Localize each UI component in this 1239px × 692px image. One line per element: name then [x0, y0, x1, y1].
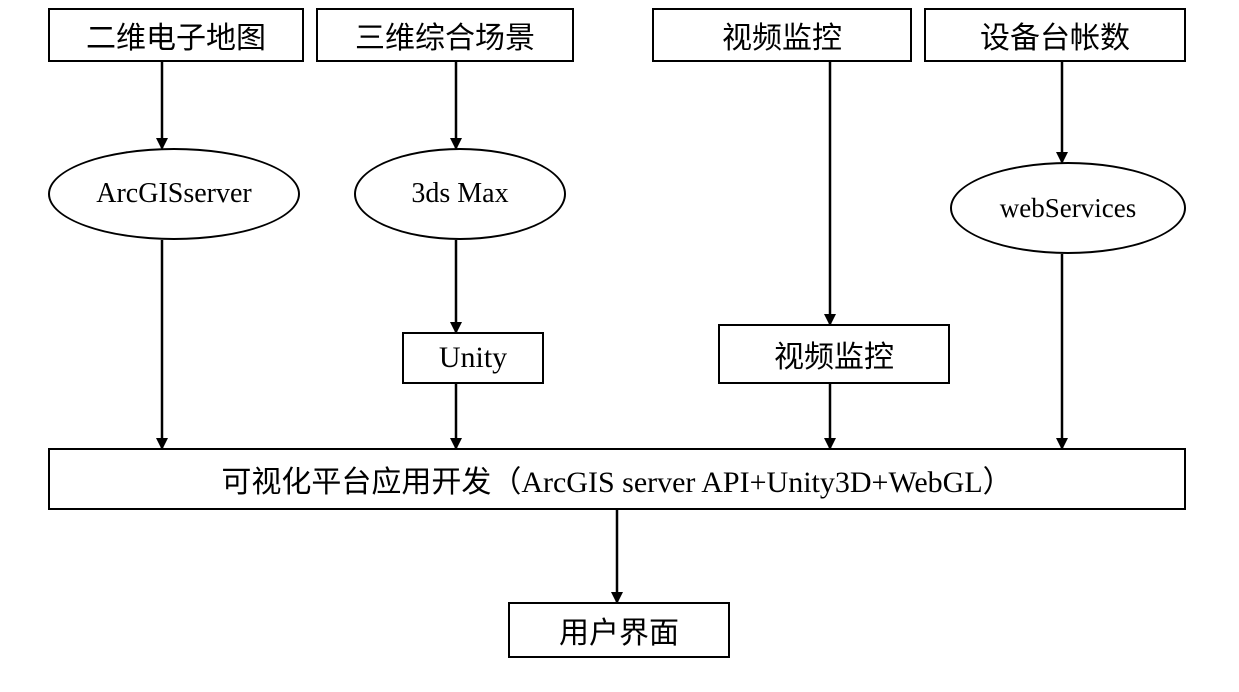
node-label: 视频监控 [774, 332, 894, 376]
arrows-layer [0, 0, 1239, 692]
node-label: 二维电子地图 [86, 13, 266, 57]
node-label: 三维综合场景 [355, 13, 535, 57]
node-label: 设备台帐数 [980, 13, 1130, 57]
node-user-interface: 用户界面 [508, 602, 730, 658]
node-label: 可视化平台应用开发（ArcGIS server API+Unity3D+WebG… [221, 457, 1012, 501]
node-ellipse-arcgis: ArcGISserver [48, 148, 300, 240]
node-visualization-platform: 可视化平台应用开发（ArcGIS server API+Unity3D+WebG… [48, 448, 1186, 510]
node-ellipse-3dsmax: 3ds Max [354, 148, 566, 240]
node-label: 视频监控 [722, 13, 842, 57]
node-label: Unity [439, 341, 507, 375]
node-label: 3ds Max [411, 178, 508, 210]
node-top-3d-scene: 三维综合场景 [316, 8, 574, 62]
node-top-video-monitor: 视频监控 [652, 8, 912, 62]
node-label: 用户界面 [559, 608, 679, 652]
node-label: ArcGISserver [96, 178, 252, 210]
node-top-2d-map: 二维电子地图 [48, 8, 304, 62]
node-label: webServices [1000, 193, 1136, 224]
node-video-monitor-mid: 视频监控 [718, 324, 950, 384]
node-top-equipment-ledger: 设备台帐数 [924, 8, 1186, 62]
node-unity: Unity [402, 332, 544, 384]
node-ellipse-webservices: webServices [950, 162, 1186, 254]
